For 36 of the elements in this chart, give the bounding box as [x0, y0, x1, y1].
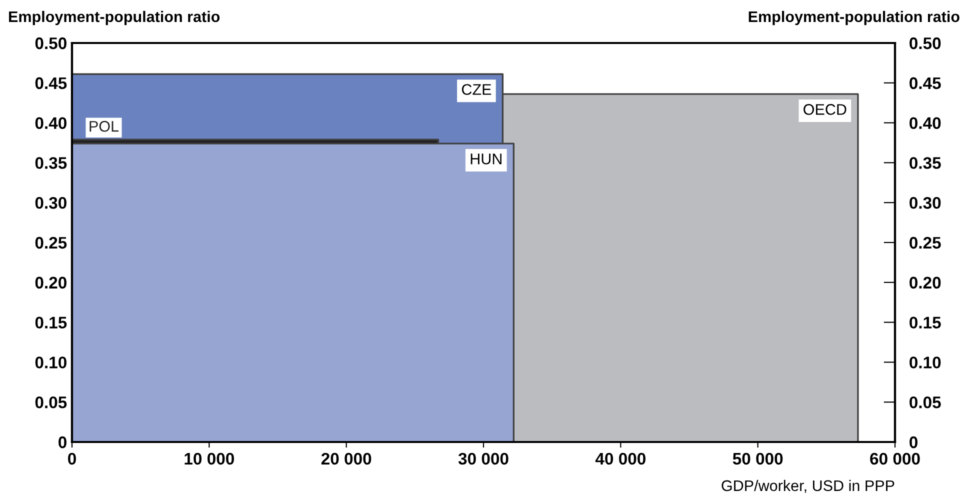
y2-tick-label: 0.05 [910, 396, 941, 408]
y2-tick-label: 0.45 [910, 77, 941, 90]
y2-tick-label: 0.30 [910, 197, 941, 209]
y2-tick-label: 0.25 [910, 236, 941, 249]
y-tick-label: 0.10 [35, 356, 66, 368]
y-tick-label: 0.35 [35, 157, 67, 169]
y-tick-label: 0.20 [35, 276, 66, 289]
y-axis-title: Employment-population ratio [9, 10, 220, 26]
x-tick-label: 60 000 [870, 452, 920, 465]
y-tick-label: 0.40 [35, 117, 66, 130]
y2-tick-label: 0.35 [910, 157, 941, 169]
y2-tick-label: 0.15 [910, 316, 941, 329]
x-axis-title: GDP/worker, USD in PPP [722, 480, 894, 493]
x-tick-label: 40 000 [595, 452, 646, 465]
x-tick-label: 10 000 [184, 452, 234, 465]
series-label: HUN [470, 154, 502, 164]
x-tick-label: 0 [68, 452, 76, 465]
y-tick-label: 0.30 [35, 197, 66, 209]
x-tick-label: 30 000 [458, 452, 508, 465]
x-tick-label: 20 000 [321, 452, 372, 465]
y2-tick-label: 0.50 [910, 37, 941, 50]
y-tick-label: 0 [58, 436, 66, 448]
y-tick-label: 0.25 [35, 236, 67, 249]
series-label: OECD [804, 104, 846, 115]
y-tick-label: 0.05 [35, 396, 67, 408]
y2-tick-label: 0.10 [910, 356, 941, 368]
y2-tick-label: 0.40 [910, 117, 941, 130]
series-label: POL [90, 120, 119, 132]
y-tick-label: 0.45 [35, 77, 67, 90]
x-tick-label: 50 000 [732, 452, 783, 465]
series-label: CZE [462, 84, 492, 95]
y2-tick-label: 0 [910, 436, 918, 448]
y-tick-label: 0.50 [35, 37, 66, 50]
y2-tick-label: 0.20 [910, 276, 941, 289]
y2-axis-title: Employment-population ratio [748, 10, 960, 26]
y-tick-label: 0.15 [35, 316, 67, 329]
